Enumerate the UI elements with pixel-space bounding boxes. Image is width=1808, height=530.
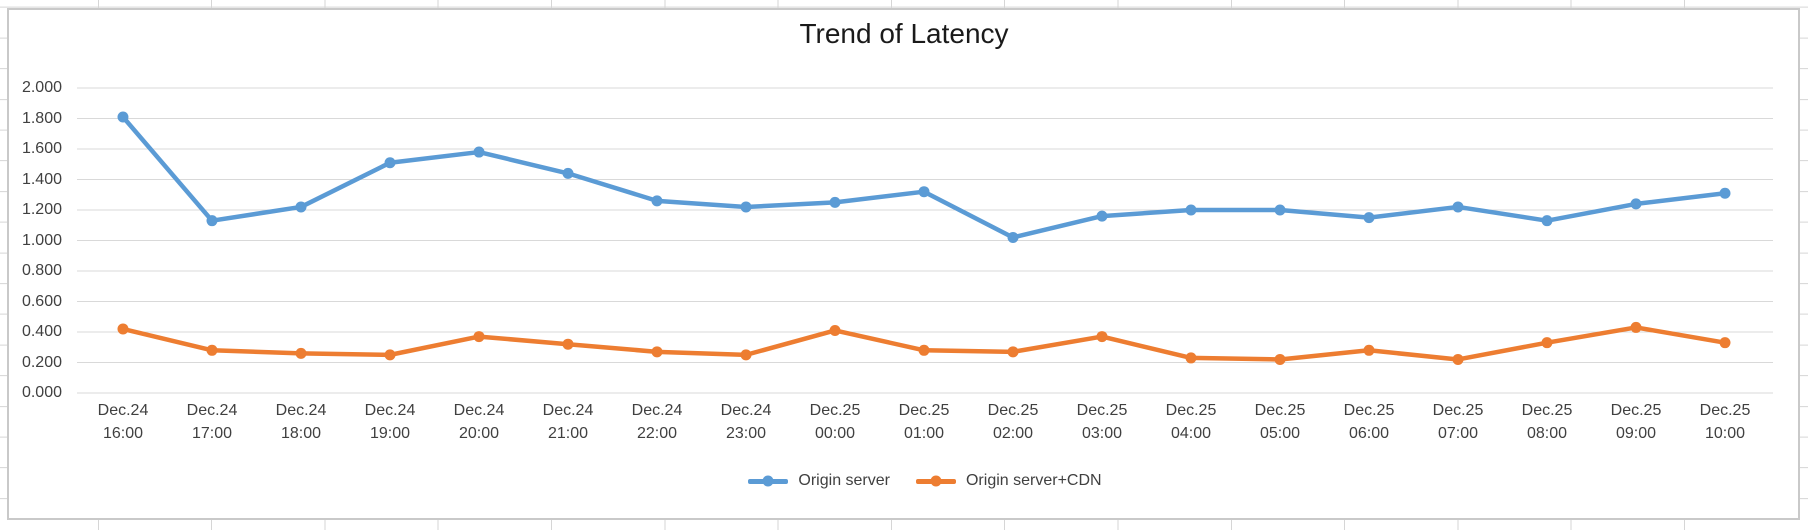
legend-label-origin-server: Origin server (798, 472, 890, 489)
legend-line-marker-icon (915, 475, 956, 487)
legend-label-origin-server-cdn: Origin server+CDN (965, 472, 1102, 489)
legend-item-origin-server-cdn[interactable]: Origin server+CDN (915, 472, 1102, 490)
legend: Origin server Origin server+CDN (77, 472, 1773, 490)
chart-title: Trend of Latency (799, 18, 1009, 49)
chart-area[interactable] (7, 8, 1800, 520)
legend-item-origin-server[interactable]: Origin server (748, 472, 890, 490)
legend-line-marker-icon (748, 475, 789, 487)
